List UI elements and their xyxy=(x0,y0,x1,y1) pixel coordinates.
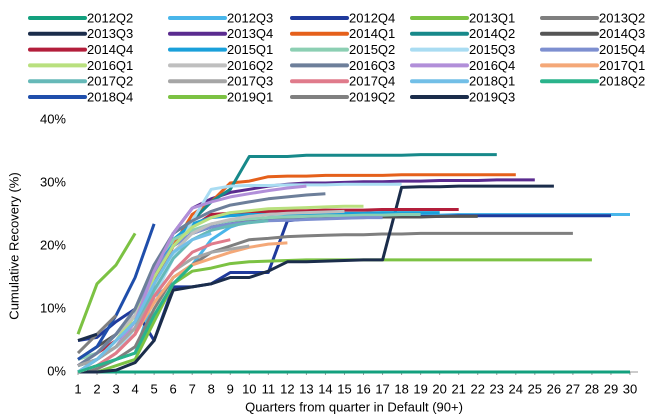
x-tick-label: 23 xyxy=(490,381,504,396)
x-tick-label: 6 xyxy=(170,381,177,396)
x-tick-label: 26 xyxy=(547,381,561,396)
x-tick-label: 14 xyxy=(318,381,332,396)
legend-label: 2013Q2 xyxy=(599,10,645,25)
x-tick-label: 29 xyxy=(604,381,618,396)
legend-label: 2014Q1 xyxy=(349,26,395,41)
series-line xyxy=(77,204,364,374)
y-axis-title: Cumulative Recovery (%) xyxy=(6,172,21,319)
x-tick-label: 7 xyxy=(189,381,196,396)
series-line xyxy=(76,232,137,335)
x-tick-label: 9 xyxy=(227,381,234,396)
y-tick-label: 40% xyxy=(40,111,66,126)
x-tick-label: 21 xyxy=(451,381,465,396)
legend-label: 2018Q2 xyxy=(599,74,645,89)
legend-label: 2013Q1 xyxy=(469,10,515,25)
legend-label: 2019Q2 xyxy=(349,89,395,104)
x-tick-label: 5 xyxy=(151,381,158,396)
x-tick-label: 24 xyxy=(509,381,523,396)
series-line xyxy=(77,332,98,342)
x-tick-label: 28 xyxy=(585,381,599,396)
x-axis-title: Quarters from quarter in Default (90+) xyxy=(245,399,463,414)
legend-label: 2019Q3 xyxy=(469,89,515,104)
series-line xyxy=(77,238,231,374)
y-tick-label: 0% xyxy=(47,363,66,378)
x-tick-label: 12 xyxy=(280,381,294,396)
legend-label: 2014Q4 xyxy=(87,42,133,57)
series-line xyxy=(77,231,573,374)
legend-label: 2016Q1 xyxy=(87,58,133,73)
x-tick-label: 22 xyxy=(470,381,484,396)
x-tick-label: 11 xyxy=(262,381,276,396)
x-tick-label: 4 xyxy=(131,381,138,396)
x-tick-label: 2 xyxy=(93,381,100,396)
x-tick-label: 20 xyxy=(432,381,446,396)
legend-label: 2012Q3 xyxy=(227,10,273,25)
x-tick-label: 16 xyxy=(356,381,370,396)
series-line xyxy=(77,263,194,374)
series-line xyxy=(77,231,212,374)
legend-label: 2016Q3 xyxy=(349,58,395,73)
y-tick-label: 30% xyxy=(40,174,66,189)
x-tick-label: 3 xyxy=(112,381,119,396)
legend-label: 2015Q2 xyxy=(349,42,395,57)
x-tick-label: 27 xyxy=(566,381,580,396)
legend-label: 2013Q3 xyxy=(87,26,133,41)
legend-label: 2017Q4 xyxy=(349,74,395,89)
x-tick-label: 15 xyxy=(337,381,351,396)
legend-label: 2015Q3 xyxy=(469,42,515,57)
legend-label: 2012Q2 xyxy=(87,10,133,25)
series-line xyxy=(78,184,554,374)
x-tick-label: 13 xyxy=(299,381,313,396)
legend-label: 2019Q1 xyxy=(227,89,273,104)
x-tick-label: 10 xyxy=(242,381,256,396)
x-tick-label: 19 xyxy=(413,381,427,396)
x-tick-label: 1 xyxy=(74,381,81,396)
legend-label: 2016Q2 xyxy=(227,58,273,73)
x-tick-label: 8 xyxy=(208,381,215,396)
x-tick-label: 18 xyxy=(394,381,408,396)
series-line xyxy=(77,192,326,367)
x-tick-label: 17 xyxy=(375,381,389,396)
legend-label: 2014Q2 xyxy=(469,26,515,41)
x-tick-label: 30 xyxy=(623,381,637,396)
legend-label: 2016Q4 xyxy=(469,58,515,73)
legend-label: 2017Q2 xyxy=(87,74,133,89)
legend-label: 2015Q4 xyxy=(599,42,645,57)
x-tick-label: 25 xyxy=(528,381,542,396)
legend-label: 2013Q4 xyxy=(227,26,273,41)
legend-label: 2017Q1 xyxy=(599,58,645,73)
y-tick-label: 10% xyxy=(40,300,66,315)
legend-label: 2017Q3 xyxy=(227,74,273,89)
legend-label: 2015Q1 xyxy=(227,42,273,57)
legend-label: 2014Q3 xyxy=(599,26,645,41)
legend-label: 2018Q1 xyxy=(469,74,515,89)
legend-label: 2012Q4 xyxy=(349,10,395,25)
legend-label: 2018Q4 xyxy=(87,89,133,104)
y-tick-label: 20% xyxy=(40,237,66,252)
